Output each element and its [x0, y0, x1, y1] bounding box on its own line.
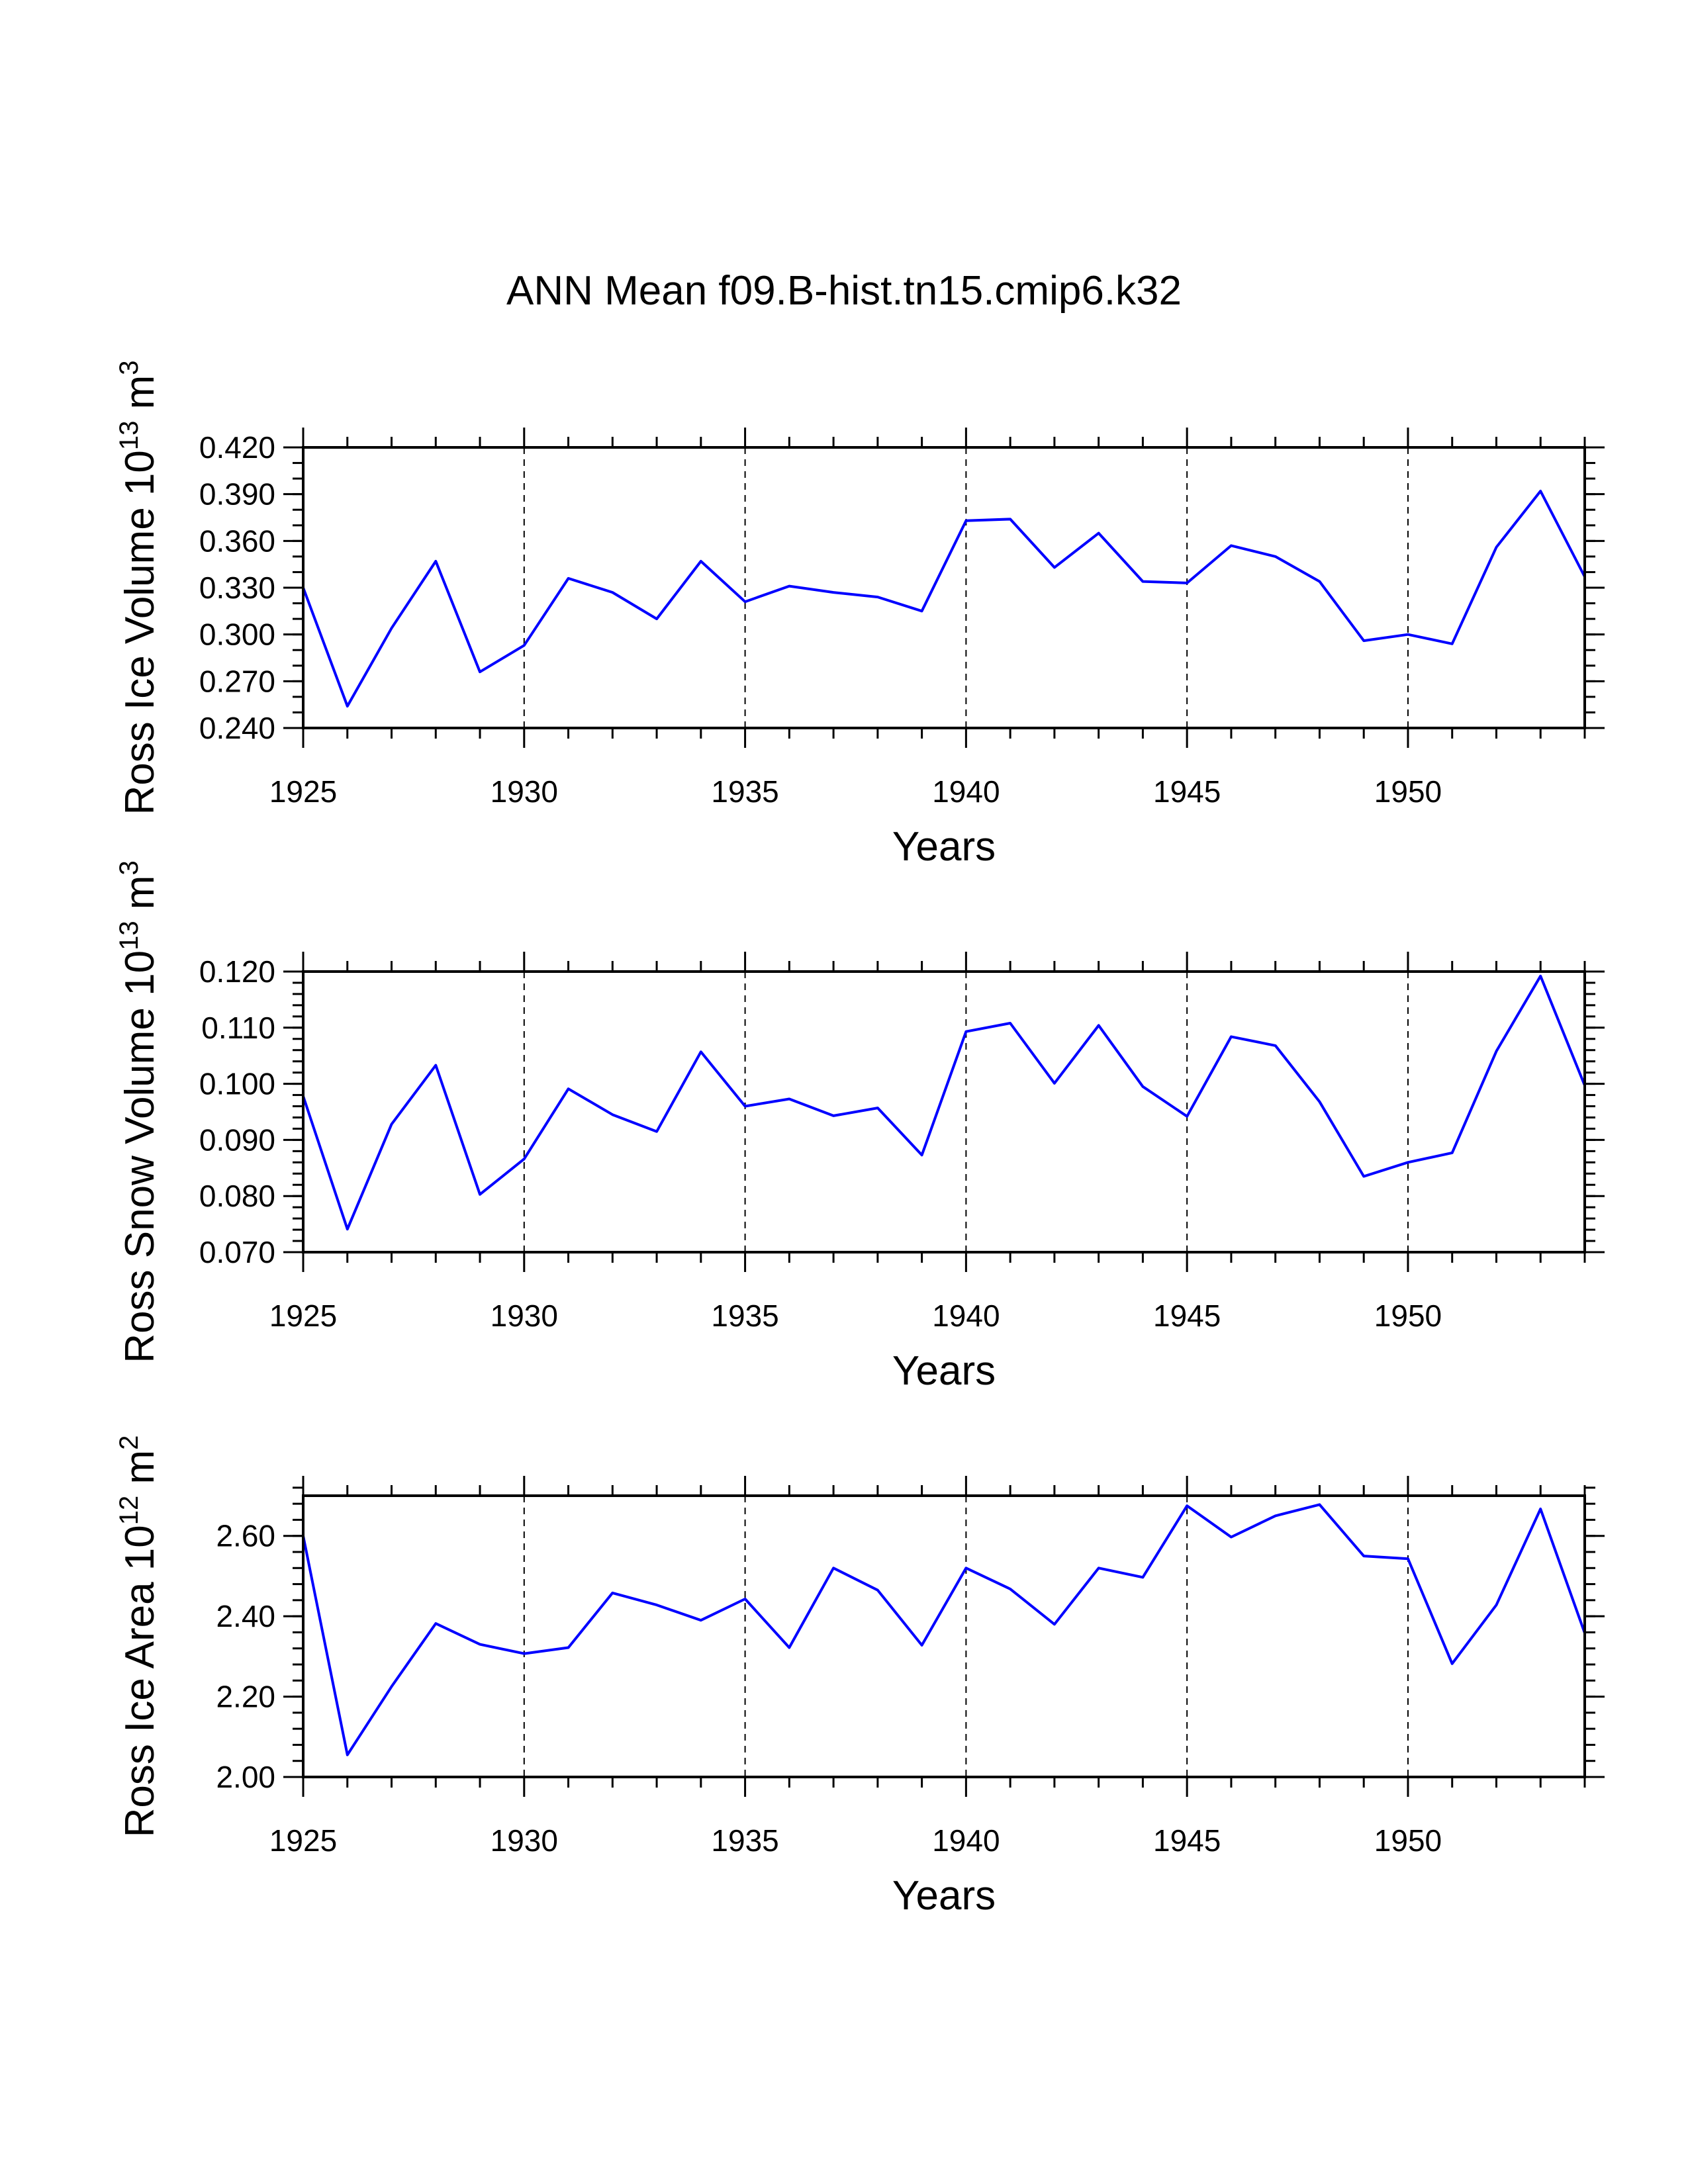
x-tick-label: 1950 [1374, 1823, 1442, 1858]
x-axis-title: Years [892, 824, 996, 870]
ross-ice-area-panel: 1925 1930 1935 1940 1945 1950 2.00 2.20 2.40 2.60… [115, 1435, 1605, 1919]
y-tick-label: 0.090 [199, 1122, 275, 1157]
y-tick-label: 0.100 [199, 1067, 275, 1101]
x-axis-title: Years [892, 1348, 996, 1394]
x-tick-label: 1935 [711, 774, 778, 809]
y-tick-label: 2.20 [216, 1680, 275, 1714]
ross-ice-volume-panel: 1925 1930 1935 1940 1945 1950 0.240 0.270 0.300 0… [115, 360, 1605, 870]
y-axis-title: Ross Snow Volume 1013 m3 [115, 860, 163, 1363]
y-tick-label: 2.40 [216, 1599, 275, 1633]
x-tick-label: 1935 [711, 1823, 778, 1858]
ross-ice-area-series-line [302, 1503, 1586, 1756]
x-tick-label: 1930 [491, 1298, 558, 1333]
y-axis-text: Ross Ice Volume 10 [117, 450, 163, 815]
y-tick-label: 2.00 [216, 1760, 275, 1794]
x-tick-label: 1935 [711, 1298, 778, 1333]
x-tick-label: 1930 [491, 774, 558, 809]
y-tick-label: 0.110 [201, 1011, 275, 1045]
y-tick-label: 0.360 [199, 523, 275, 558]
x-tick-label: 1925 [269, 774, 337, 809]
ross-snow-volume-panel: 1925 1930 1935 1940 1945 1950 0.070 0.080 0.090 0… [115, 860, 1605, 1394]
y-axis-text: m [117, 375, 163, 421]
chart-panels: 1925 1930 1935 1940 1945 1950 0.240 0.270 0.300 0… [115, 360, 1605, 1919]
ross-snow-volume-series-line [302, 974, 1586, 1231]
x-tick-label: 1950 [1374, 774, 1442, 809]
plot-frame [302, 446, 1586, 729]
y-axis-title: Ross Ice Volume 1013 m3 [115, 360, 163, 815]
y-tick-label: 0.070 [199, 1235, 275, 1269]
y-axis-superscript: 12 [115, 1496, 144, 1525]
x-axis-title: Years [892, 1873, 996, 1919]
y-axis-text: m [117, 876, 163, 921]
x-tick-label: 1940 [932, 774, 1000, 809]
y-axis-superscript: 3 [115, 860, 144, 875]
x-tick-label: 1925 [269, 1823, 337, 1858]
chart-title: ANN Mean f09.B-hist.tn15.cmip6.k32 [506, 268, 1182, 314]
y-tick-label: 0.300 [199, 617, 275, 652]
x-tick-label: 1940 [932, 1298, 1000, 1333]
y-tick-label: 0.390 [199, 477, 275, 512]
ross-ice-volume-series-line [302, 490, 1586, 707]
y-tick-label: 0.330 [199, 570, 275, 605]
x-tick-label: 1945 [1153, 1298, 1221, 1333]
x-tick-label: 1930 [491, 1823, 558, 1858]
y-tick-label: 0.420 [199, 430, 275, 465]
y-axis-superscript: 13 [115, 421, 144, 451]
x-tick-label: 1945 [1153, 1823, 1221, 1858]
plot-frame [302, 1494, 1586, 1778]
y-axis-superscript: 3 [115, 360, 144, 375]
x-tick-label: 1945 [1153, 774, 1221, 809]
y-axis-text: Ross Snow Volume 10 [117, 950, 163, 1363]
y-axis-superscript: 2 [115, 1435, 144, 1450]
y-tick-label: 0.080 [199, 1179, 275, 1213]
x-tick-label: 1940 [932, 1823, 1000, 1858]
y-axis-text: m [117, 1450, 163, 1496]
x-tick-label: 1925 [269, 1298, 337, 1333]
y-axis-title: Ross Ice Area 1012 m2 [115, 1435, 163, 1838]
y-axis-superscript: 13 [115, 921, 144, 950]
y-tick-label: 0.240 [199, 711, 275, 745]
x-tick-label: 1950 [1374, 1298, 1442, 1333]
y-tick-label: 2.60 [216, 1519, 275, 1553]
y-axis-text: Ross Ice Area 10 [117, 1525, 163, 1837]
y-tick-label: 0.120 [199, 954, 275, 989]
y-tick-label: 0.270 [199, 664, 275, 698]
plot-frame [302, 970, 1586, 1253]
